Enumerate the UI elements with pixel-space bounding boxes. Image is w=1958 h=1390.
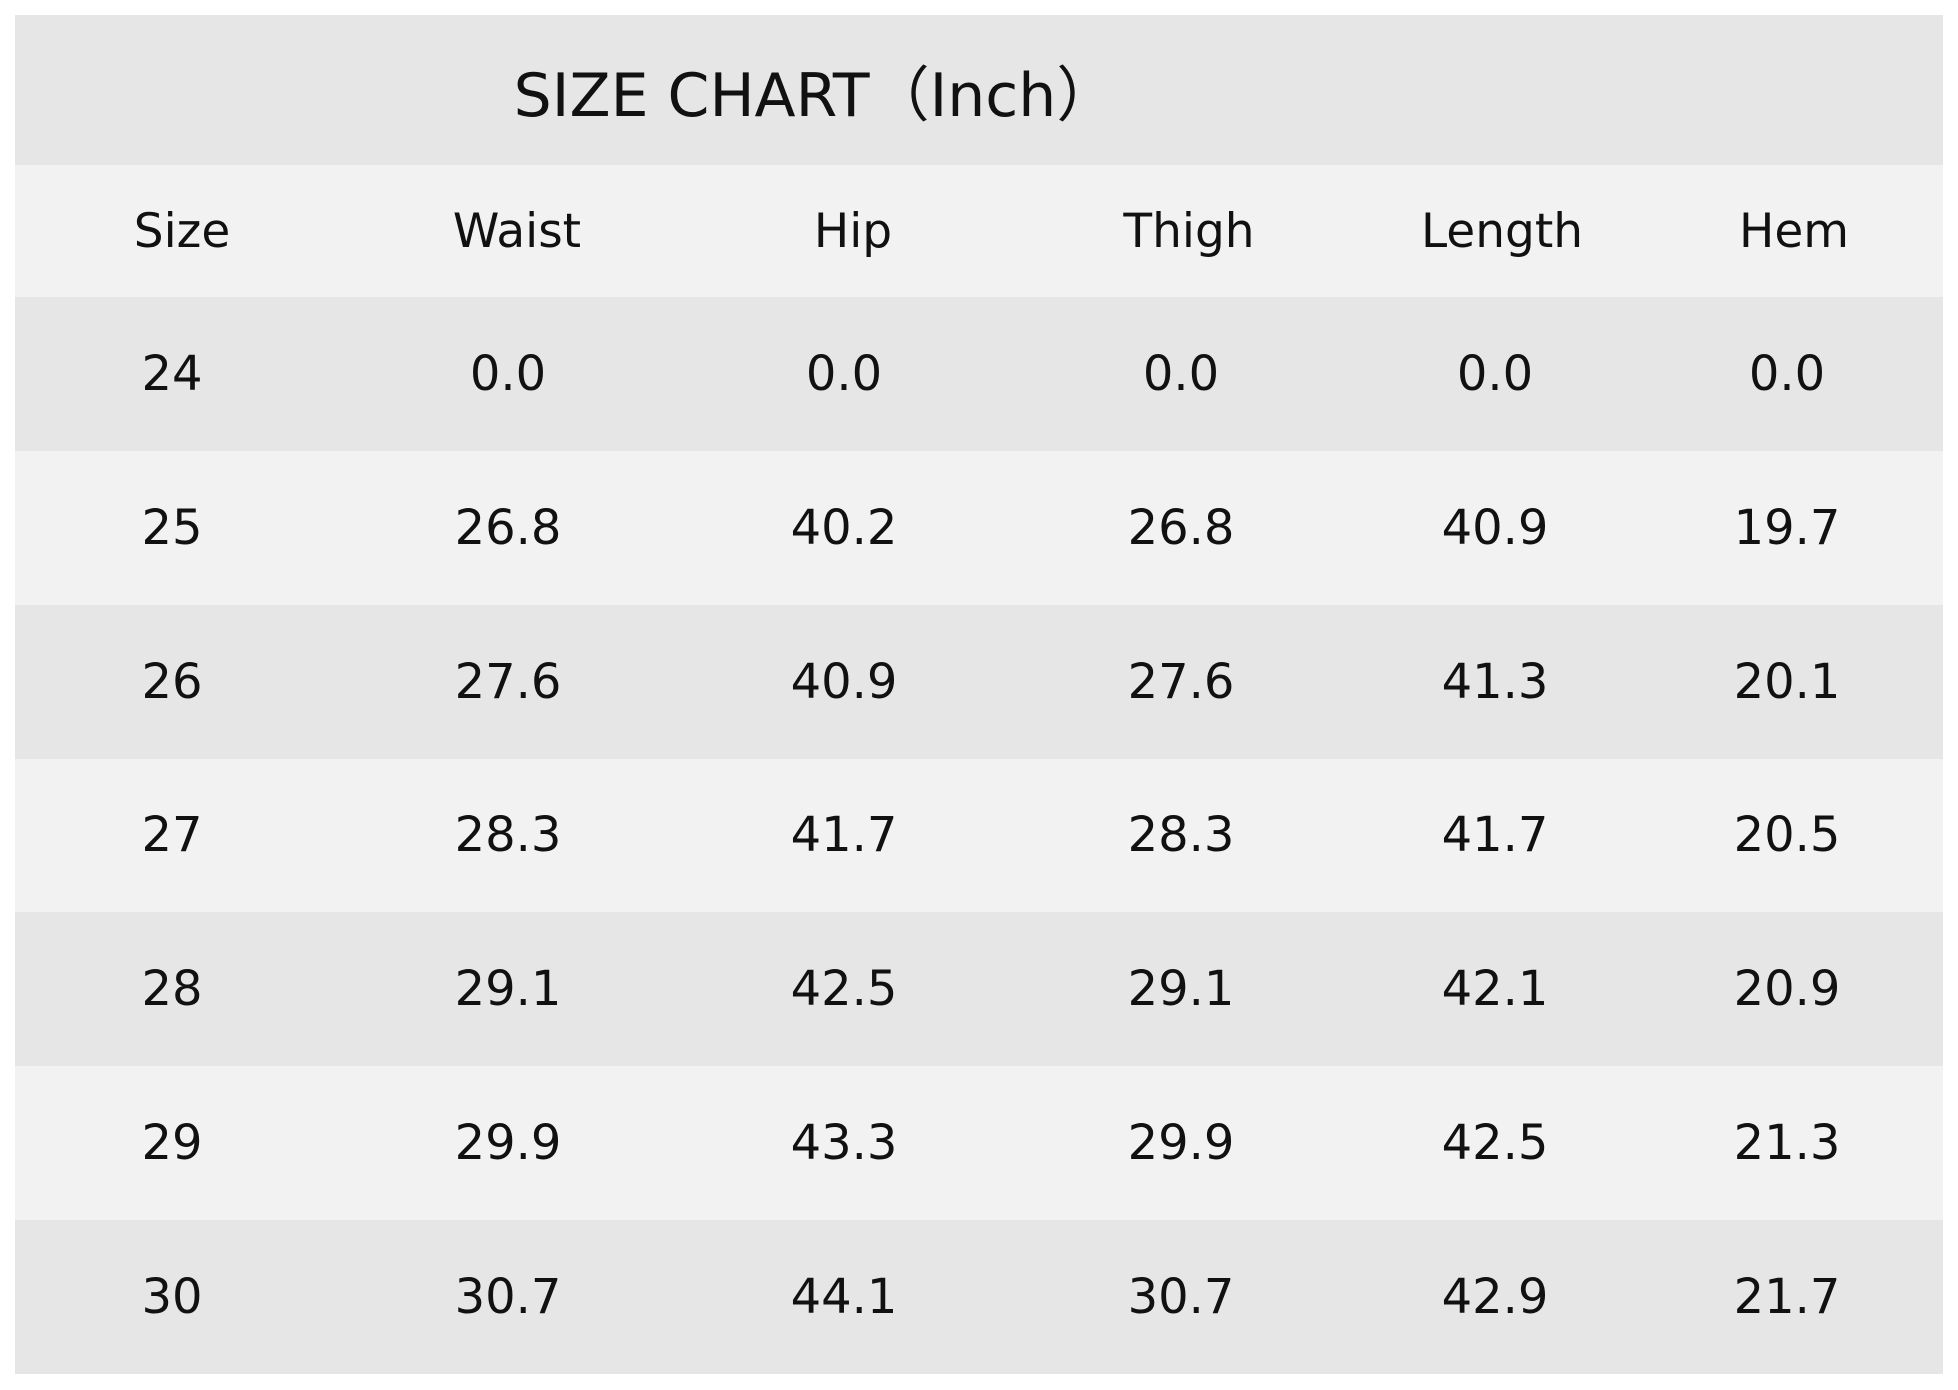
column-header: Thigh <box>1123 203 1255 259</box>
measurement-cell: 21.3 <box>1733 1115 1841 1172</box>
measurement-cell: 29.1 <box>454 961 562 1018</box>
column-header: Hip <box>813 203 893 259</box>
measurement-cell: 30.7 <box>454 1269 562 1326</box>
measurement-cell: 0.0 <box>1142 345 1220 402</box>
measurement-cell: 28.3 <box>1127 807 1235 864</box>
column-header: Hem <box>1738 203 1850 259</box>
measurement-cell: 40.9 <box>1441 499 1549 556</box>
measurement-cell: 40.9 <box>790 653 898 710</box>
size-cell: 28 <box>141 961 203 1018</box>
measurement-cell: 27.6 <box>454 653 562 710</box>
header-row: Size Waist Hip Thigh Length Hem <box>15 165 1943 297</box>
data-row: 27 28.3 41.7 28.3 41.7 20.5 <box>15 758 1943 913</box>
data-row: 24 0.0 0.0 0.0 0.0 0.0 <box>15 297 1943 451</box>
measurement-cell: 26.8 <box>454 499 562 556</box>
data-row: 26 27.6 40.9 27.6 41.3 20.1 <box>15 604 1943 759</box>
measurement-cell: 26.8 <box>1127 499 1235 556</box>
measurement-cell: 41.7 <box>1441 807 1549 864</box>
title-row: SIZE CHART（Inch） <box>15 15 1943 165</box>
size-cell: 26 <box>141 653 203 710</box>
size-cell: 25 <box>141 499 203 556</box>
size-cell: 24 <box>141 345 203 402</box>
measurement-cell: 42.1 <box>1441 961 1549 1018</box>
size-cell: 30 <box>141 1269 203 1326</box>
measurement-cell: 20.9 <box>1733 961 1841 1018</box>
measurement-cell: 42.5 <box>790 961 898 1018</box>
measurement-cell: 19.7 <box>1733 499 1841 556</box>
measurement-cell: 28.3 <box>454 807 562 864</box>
size-cell: 27 <box>141 807 203 864</box>
measurement-cell: 41.3 <box>1441 653 1549 710</box>
size-chart-table: SIZE CHART（Inch） Size Waist Hip Thigh Length… <box>15 15 1943 1374</box>
measurement-cell: 0.0 <box>469 345 547 402</box>
measurement-cell: 44.1 <box>790 1269 898 1326</box>
measurement-cell: 40.2 <box>790 499 898 556</box>
table-title: SIZE CHART（Inch） <box>513 60 1117 131</box>
measurement-cell: 29.1 <box>1127 961 1235 1018</box>
data-row: 30 30.7 44.1 30.7 42.9 21.7 <box>15 1220 1943 1374</box>
data-row: 25 26.8 40.2 26.8 40.9 19.7 <box>15 450 1943 605</box>
size-cell: 29 <box>141 1115 203 1172</box>
data-row: 28 29.1 42.5 29.1 42.1 20.9 <box>15 912 1943 1067</box>
measurement-cell: 20.1 <box>1733 653 1841 710</box>
measurement-cell: 27.6 <box>1127 653 1235 710</box>
measurement-cell: 41.7 <box>790 807 898 864</box>
measurement-cell: 0.0 <box>1456 345 1534 402</box>
data-row: 29 29.9 43.3 29.9 42.5 21.3 <box>15 1066 1943 1221</box>
measurement-cell: 43.3 <box>790 1115 898 1172</box>
measurement-cell: 21.7 <box>1733 1269 1841 1326</box>
column-header: Size <box>133 203 231 259</box>
measurement-cell: 42.5 <box>1441 1115 1549 1172</box>
measurement-cell: 20.5 <box>1733 807 1841 864</box>
measurement-cell: 30.7 <box>1127 1269 1235 1326</box>
measurement-cell: 0.0 <box>1748 345 1826 402</box>
measurement-cell: 29.9 <box>454 1115 562 1172</box>
column-header: Waist <box>452 203 582 259</box>
measurement-cell: 0.0 <box>805 345 883 402</box>
measurement-cell: 42.9 <box>1441 1269 1549 1326</box>
measurement-cell: 29.9 <box>1127 1115 1235 1172</box>
column-header: Length <box>1420 203 1584 259</box>
